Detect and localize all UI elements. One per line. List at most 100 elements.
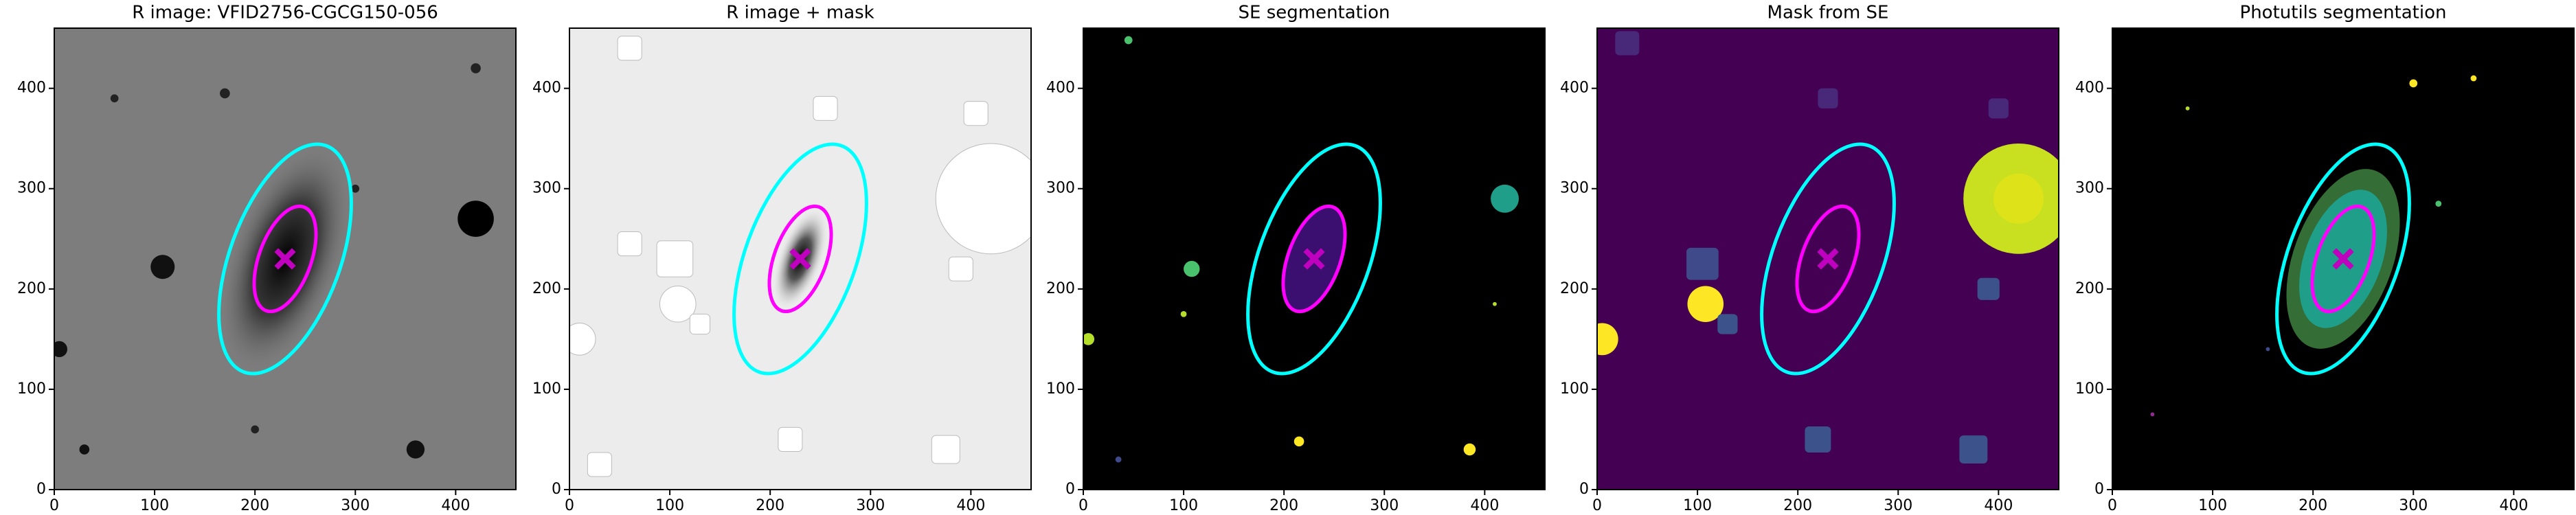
axes-frame [2112,27,2575,490]
y-tick-label: 200 [1560,280,1589,297]
source [1993,173,2044,224]
image [1597,28,2059,490]
x-tick-label: 0 [49,497,59,514]
source [150,255,175,279]
image [1083,28,1545,490]
image [2112,28,2574,490]
y-tick-label: 200 [17,280,46,297]
source [963,101,988,126]
source [1687,286,1724,323]
source [351,184,360,193]
y-tick-label: 200 [2075,280,2104,297]
source [457,201,494,237]
source [1493,301,1497,306]
x-tick-label: 100 [140,497,169,514]
axes-frame [569,27,1032,490]
x-tick-label: 0 [1592,497,1602,514]
source [617,36,642,61]
source [1977,277,2000,300]
panel-title: Photutils segmentation [2240,3,2447,23]
aperture-ellipse [1760,142,1896,376]
x-tick-label: 400 [2499,497,2528,514]
x-tick-label: 100 [1169,497,1198,514]
y-tick-label: 400 [17,80,46,97]
axes-frame [1083,27,1546,490]
panel-title: R image: VFID2756-CGCG150-056 [132,3,438,23]
panel: SE segmentation 0 100 200 300 400 0 100 200 300 40… [1046,3,1546,514]
y-tick-label: 300 [2075,180,2104,197]
x-tick-label: 200 [756,497,784,514]
panel: R image + mask 0 100 200 300 400 0 100 200 300 400 [532,3,1032,514]
source [2435,201,2442,207]
source [220,88,230,99]
x-tick-label: 0 [1078,497,1088,514]
source [1959,435,1988,464]
center-marker [1303,248,1325,270]
y-tick-label: 100 [2075,380,2104,398]
source [2266,347,2270,352]
image [569,28,1031,490]
y-tick-label: 200 [532,280,561,297]
aperture-ellipse [1281,204,1347,314]
panel: R image: VFID2756-CGCG150-056 0 100 200 300 4… [17,3,517,514]
y-tick-label: 0 [1065,481,1075,498]
axes-frame [54,27,517,490]
source [1717,314,1738,334]
y-tick-label: 300 [1560,180,1589,197]
x-tick-label: 200 [1269,497,1298,514]
y-tick-label: 0 [36,481,46,498]
source [569,323,596,356]
source [659,285,697,323]
aperture-ellipse [2275,142,2411,376]
x-tick-label: 300 [1884,497,1912,514]
y-tick-label: 300 [532,180,561,197]
source [656,240,694,277]
source [931,435,960,464]
source [1818,88,1838,108]
source [1686,247,1719,280]
source [1124,36,1133,45]
image [54,28,516,490]
y-tick-label: 300 [1046,180,1075,197]
source [2470,75,2477,82]
y-tick-label: 400 [1560,80,1589,97]
source [471,63,481,73]
source [689,313,711,335]
aperture-ellipse [2310,204,2376,314]
x-tick-label: 400 [441,497,470,514]
x-tick-label: 200 [240,497,269,514]
source [1463,443,1476,456]
center-marker [274,248,296,270]
y-tick-label: 100 [1560,380,1589,398]
source [2409,79,2418,88]
x-tick-label: 100 [2198,497,2227,514]
x-tick-label: 200 [2298,497,2327,514]
source [79,444,90,455]
x-tick-label: 100 [1683,497,1712,514]
x-tick-label: 300 [1370,497,1399,514]
source [813,95,838,121]
source [406,440,425,459]
aperture-ellipse [252,204,318,314]
source [587,452,612,477]
source [54,341,67,358]
center-marker [1817,248,1839,270]
y-tick-label: 0 [1579,481,1589,498]
x-tick-label: 400 [1470,497,1499,514]
aperture-ellipse [767,204,833,314]
source [1083,333,1095,345]
y-tick-label: 400 [2075,80,2104,97]
source [1180,310,1187,317]
y-tick-label: 100 [1046,380,1075,398]
panel-title: SE segmentation [1239,3,1390,23]
source [1293,436,1304,447]
center-marker [2332,248,2354,270]
x-tick-label: 100 [655,497,684,514]
source [617,231,642,257]
panel-title: Mask from SE [1767,3,1889,23]
x-tick-label: 200 [1783,497,1812,514]
source [2150,412,2155,417]
source [1184,260,1200,277]
axes-frame [1596,27,2059,490]
